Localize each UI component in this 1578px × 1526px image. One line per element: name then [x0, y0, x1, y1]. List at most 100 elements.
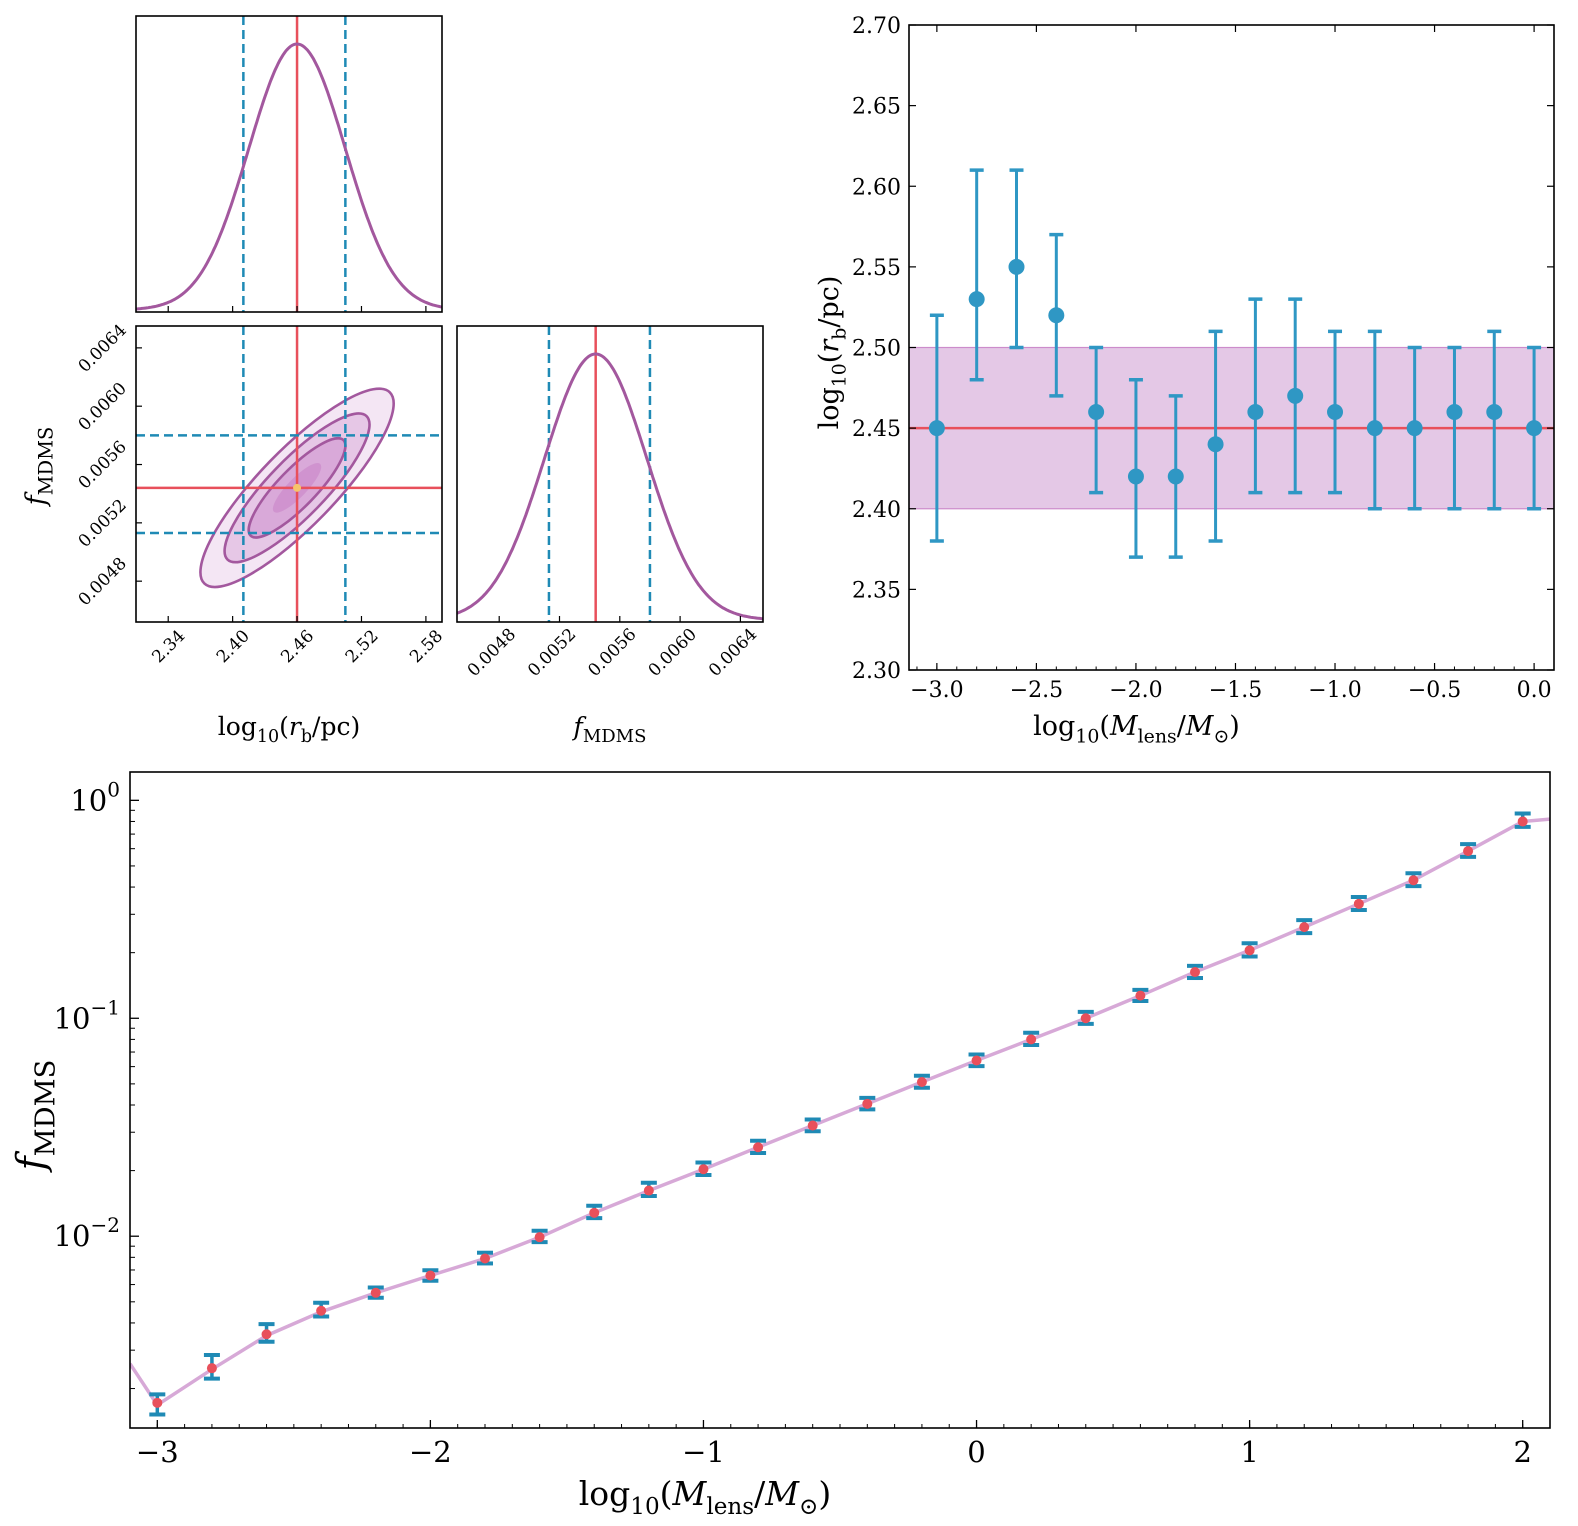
data-point-13	[1446, 345, 1463, 511]
rb-mass-xtick-label-5: −0.5	[1408, 678, 1461, 703]
marker-6	[1167, 468, 1184, 485]
f-mass-xtick-label-1: −2	[409, 1435, 452, 1469]
rb-marginal-panel	[135, 15, 443, 313]
marker-f-21	[1299, 922, 1310, 933]
f-mass-xtick-label-0: −3	[136, 1435, 179, 1469]
data-point-12	[1406, 345, 1423, 511]
marker-f-10	[698, 1164, 709, 1175]
data-point-f-7	[531, 1228, 548, 1245]
joint-plot-area	[136, 326, 442, 622]
data-point-1	[968, 168, 985, 382]
joint-posterior-panel: 2.34 2.40 2.46 2.52 2.580.00480.00520.00560.…	[21, 320, 447, 747]
f-marginal-frame	[456, 325, 764, 623]
f-mass-xtick-label-5: 2	[1513, 1435, 1531, 1469]
data-point-f-17	[1077, 1009, 1094, 1026]
f-xtick-label-3: 0.0060	[645, 625, 701, 681]
marker-f-17	[1080, 1013, 1091, 1024]
marker-f-4	[370, 1287, 381, 1298]
data-point-f-20	[1241, 941, 1258, 959]
f-mass-xtick-label-3: 0	[967, 1435, 985, 1469]
data-point-f-18	[1132, 987, 1149, 1004]
data-point-f-9	[640, 1180, 657, 1198]
rb-mass-xtick-label-3: −1.5	[1209, 678, 1262, 703]
data-point-2	[1008, 168, 1025, 350]
marker-9	[1287, 387, 1304, 404]
marker-5	[1127, 468, 1144, 485]
data-point-f-25	[1514, 811, 1531, 829]
marker-f-19	[1190, 967, 1200, 978]
marker-f-1	[206, 1363, 217, 1374]
rb-mass-xtick-label-0: −3.0	[910, 678, 963, 703]
joint-xtick-label-3: 2.52	[342, 626, 383, 667]
rb-mass-ytick-label-2: 2.40	[852, 498, 901, 523]
f-mass-ytick-label-1: 10−1	[54, 995, 120, 1035]
data-point-f-15	[968, 1052, 985, 1069]
f-marginal-curve	[457, 352, 763, 621]
f-mass-ytick-label-0: 100	[70, 777, 120, 817]
joint-xtick-label-4: 2.58	[406, 626, 447, 667]
marker-f-7	[534, 1232, 545, 1243]
f-xtick-label-0: 0.0048	[464, 625, 520, 681]
data-point-f-11	[750, 1138, 767, 1155]
data-point-4	[1088, 345, 1105, 495]
marker-f-14	[916, 1077, 927, 1088]
data-point-f-2	[258, 1322, 275, 1344]
marker-f-3	[316, 1305, 327, 1316]
data-point-14	[1486, 329, 1503, 511]
data-point-f-3	[313, 1300, 330, 1319]
rb-marginal-frame	[135, 15, 443, 313]
data-point-f-4	[367, 1285, 384, 1300]
rb-mass-plot-area	[909, 168, 1554, 559]
data-point-f-23	[1405, 871, 1422, 889]
joint-ytick-label-0: 0.0048	[75, 554, 131, 610]
marker-0	[928, 420, 945, 437]
corner-plot: 2.34 2.40 2.46 2.52 2.580.00480.00520.00560.…	[21, 15, 764, 747]
data-point-6	[1167, 394, 1184, 559]
f-axis-label-corner: fMDMS	[21, 427, 58, 508]
data-point-5	[1127, 378, 1144, 559]
data-point-f-16	[1023, 1030, 1040, 1047]
f-mass-frame	[129, 771, 1551, 1429]
data-point-f-24	[1460, 842, 1477, 859]
data-point-f-12	[804, 1117, 821, 1134]
marker-12	[1406, 420, 1423, 437]
rb-mass-xtick-label-1: −2.5	[1010, 678, 1063, 703]
data-point-0	[928, 313, 945, 543]
marker-11	[1366, 420, 1383, 437]
marker-10	[1327, 404, 1344, 420]
rb-marginal-plot-area	[136, 16, 442, 312]
marker-f-18	[1135, 990, 1146, 1001]
f-mass-plot-area	[130, 811, 1550, 1417]
rb-mass-xtick-label-2: −2.0	[1109, 678, 1162, 703]
marker-7	[1207, 436, 1224, 453]
marker-f-12	[807, 1120, 818, 1131]
joint-xtick-label-1: 2.40	[213, 626, 254, 667]
data-point-f-14	[913, 1073, 930, 1090]
f-xtick-label-1: 0.0052	[524, 625, 580, 681]
rb-mass-ytick-label-6: 2.60	[852, 175, 901, 200]
best-fit-point	[293, 483, 302, 492]
data-point-8	[1247, 297, 1264, 495]
marker-1	[968, 291, 985, 308]
f-marginal-panel: 0.0048 0.0052 0.0056 0.0060 0.0064 fMDMS	[456, 325, 764, 747]
data-point-f-6	[477, 1250, 493, 1266]
data-point-f-21	[1296, 918, 1313, 936]
joint-frame	[135, 325, 443, 623]
marker-f-25	[1517, 816, 1528, 827]
rb-axis-label: log10(rb/pc)	[218, 712, 360, 747]
rb-mass-xtick-label-6: 0.0	[1517, 678, 1552, 703]
model-line	[130, 817, 1550, 1408]
data-point-15	[1526, 345, 1543, 511]
rb-mass-ytick-label-3: 2.45	[852, 417, 901, 442]
rb-mass-ytick-label-8: 2.70	[852, 14, 901, 39]
data-point-f-0	[149, 1392, 166, 1417]
marker-f-24	[1463, 846, 1474, 857]
data-point-f-5	[422, 1268, 439, 1283]
rb-mass-ytick-label-0: 2.30	[852, 659, 901, 684]
marker-f-0	[152, 1397, 163, 1408]
data-point-f-8	[586, 1203, 603, 1221]
marker-f-8	[589, 1207, 600, 1218]
f-xtick-label-2: 0.0056	[584, 625, 640, 681]
marker-4	[1088, 404, 1105, 420]
marker-8	[1247, 404, 1264, 420]
